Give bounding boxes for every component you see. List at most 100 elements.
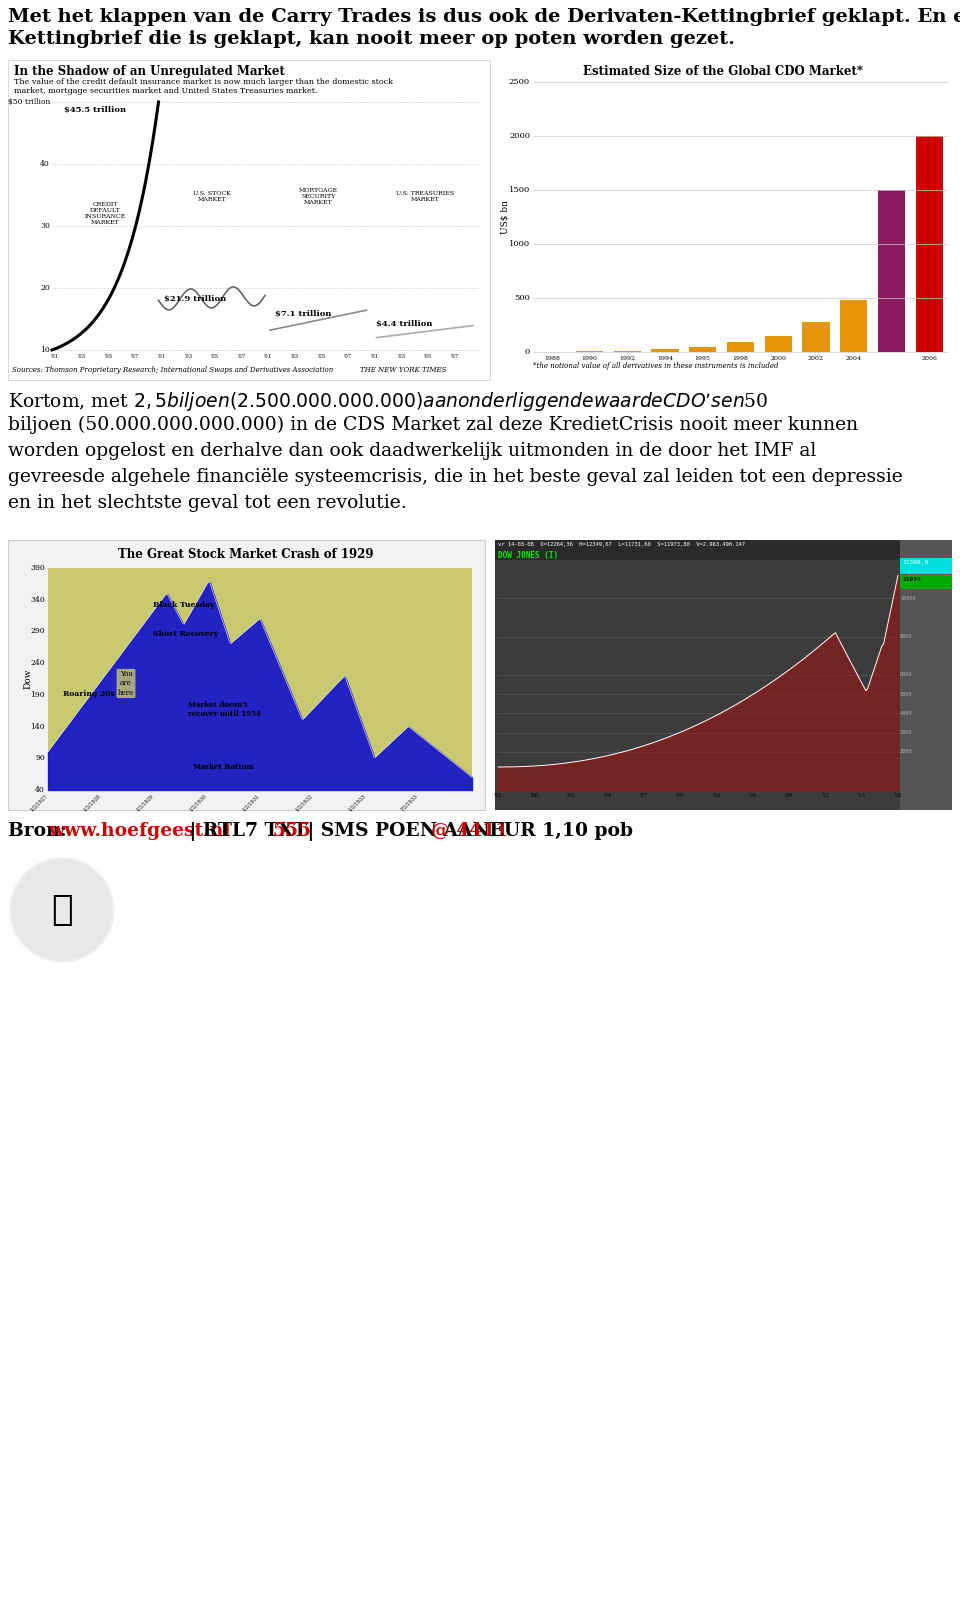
- Text: Estimated Size of the Global CDO Market*: Estimated Size of the Global CDO Market*: [583, 66, 863, 78]
- Text: US$ bn: US$ bn: [500, 200, 510, 234]
- Text: '05: '05: [423, 354, 432, 359]
- Text: '05: '05: [317, 354, 325, 359]
- Text: $4.4 trillion: $4.4 trillion: [376, 320, 433, 328]
- Text: $50 trillion: $50 trillion: [8, 98, 50, 106]
- Text: Bron:: Bron:: [8, 822, 73, 839]
- Text: Kettingbrief die is geklapt, kan nooit meer op poten worden gezet.: Kettingbrief die is geklapt, kan nooit m…: [8, 30, 735, 48]
- Text: @ 4411: @ 4411: [431, 822, 509, 839]
- Text: '01: '01: [371, 354, 378, 359]
- Text: 4000: 4000: [900, 711, 913, 716]
- Bar: [8, 59, 490, 380]
- Text: 1992: 1992: [619, 356, 636, 360]
- Bar: [803, 322, 829, 352]
- Text: 2500: 2500: [509, 78, 530, 87]
- Text: 1500: 1500: [509, 186, 530, 194]
- Text: '03: '03: [397, 354, 405, 359]
- Text: '01: '01: [157, 354, 165, 359]
- Text: '03: '03: [78, 354, 85, 359]
- Text: $21.9 trillion: $21.9 trillion: [163, 295, 226, 303]
- Text: gevreesde algehele financiële systeemcrisis, die in het beste geval zal leiden t: gevreesde algehele financiële systeemcri…: [8, 468, 902, 485]
- Text: 1000: 1000: [509, 240, 530, 248]
- Text: 10: 10: [40, 346, 50, 354]
- Text: Dow: Dow: [23, 668, 33, 689]
- Bar: [8, 540, 485, 811]
- Circle shape: [12, 860, 112, 960]
- Text: 🐸: 🐸: [51, 892, 73, 928]
- Text: 6000: 6000: [900, 673, 913, 678]
- Text: 2002: 2002: [808, 356, 824, 360]
- Text: en in het slechtste geval tot een revolutie.: en in het slechtste geval tot een revolu…: [8, 493, 407, 513]
- Text: '00: '00: [676, 793, 684, 798]
- Text: 2006: 2006: [922, 356, 937, 360]
- Bar: [495, 59, 952, 380]
- Bar: [495, 540, 952, 811]
- Text: '01: '01: [51, 354, 60, 359]
- Text: '07: '07: [344, 354, 352, 359]
- Text: 5000: 5000: [900, 692, 913, 697]
- Text: $7.1 trillion: $7.1 trillion: [275, 311, 331, 319]
- Text: biljoen (50.000.000.000.000) in de CDS Market zal deze KredietCrisis nooit meer : biljoen (50.000.000.000.000) in de CDS M…: [8, 417, 858, 434]
- Text: CREDIT
DEFAULT
INSURANCE
MARKET: CREDIT DEFAULT INSURANCE MARKET: [84, 202, 126, 224]
- Text: Kortom, met $2,5 biljoen (2.500.000.000.000) aan onderliggende waarde CDO’s en $: Kortom, met $2,5 biljoen (2.500.000.000.…: [8, 389, 769, 413]
- Text: 1/2/1932: 1/2/1932: [294, 793, 313, 812]
- Text: '01: '01: [264, 354, 272, 359]
- Text: worden opgelost en derhalve dan ook daadwerkelijk uitmonden in de door het IMF a: worden opgelost en derhalve dan ook daad…: [8, 442, 816, 460]
- Text: In the Shadow of an Unregulated Market: In the Shadow of an Unregulated Market: [14, 66, 285, 78]
- Text: Black Tuesday: Black Tuesday: [153, 601, 214, 609]
- Circle shape: [10, 859, 114, 961]
- Text: 20: 20: [40, 284, 50, 292]
- Text: 11366,0: 11366,0: [902, 561, 928, 566]
- Bar: [727, 343, 755, 352]
- Text: '03: '03: [712, 793, 720, 798]
- Text: 1/2/1933: 1/2/1933: [347, 793, 366, 812]
- Text: U.S. TREASURIES
MARKET: U.S. TREASURIES MARKET: [396, 191, 454, 202]
- Text: THE NEW YORK TIMES: THE NEW YORK TIMES: [360, 365, 446, 373]
- Text: EUR 1,10 pob: EUR 1,10 pob: [483, 822, 633, 839]
- Text: The Great Stock Market Crash of 1929: The Great Stock Market Crash of 1929: [118, 548, 373, 561]
- Text: 1/2/1929: 1/2/1929: [135, 793, 154, 812]
- Text: The value of the credit default insurance market is now much larger than the dom: The value of the credit default insuranc…: [14, 78, 393, 87]
- Text: '05: '05: [210, 354, 219, 359]
- Text: *the notional value of all derivatives in these instruments is included: *the notional value of all derivatives i…: [533, 362, 779, 370]
- Bar: [652, 349, 679, 352]
- Text: '97: '97: [639, 793, 647, 798]
- Text: Market doesn't
recover until 1954: Market doesn't recover until 1954: [188, 702, 261, 718]
- Text: 11974: 11974: [902, 577, 921, 582]
- Text: '03: '03: [291, 354, 299, 359]
- Text: '07: '07: [237, 354, 246, 359]
- Text: 140: 140: [31, 723, 45, 731]
- Text: 1/2/1931: 1/2/1931: [241, 793, 260, 812]
- Text: '03: '03: [184, 354, 192, 359]
- Text: | SMS POEN AAN: | SMS POEN AAN: [301, 822, 496, 841]
- Text: 1998: 1998: [732, 356, 749, 360]
- Text: Market Bottom: Market Bottom: [193, 764, 253, 771]
- Text: 190: 190: [31, 690, 45, 698]
- Text: 1988: 1988: [544, 356, 560, 360]
- Text: www.hoefgeest.nl: www.hoefgeest.nl: [48, 822, 230, 839]
- Text: 2004: 2004: [846, 356, 862, 360]
- Text: '15: '15: [857, 793, 866, 798]
- Text: DOW JONES (I): DOW JONES (I): [498, 551, 558, 561]
- Text: 500: 500: [515, 295, 530, 303]
- Bar: [48, 569, 472, 790]
- Bar: [900, 557, 952, 574]
- Text: U.S. STOCK
MARKET: U.S. STOCK MARKET: [193, 191, 230, 202]
- Text: '88: '88: [530, 793, 539, 798]
- Text: 40: 40: [36, 787, 45, 795]
- Bar: [689, 348, 716, 352]
- Bar: [900, 575, 952, 590]
- Text: 0: 0: [525, 348, 530, 356]
- Text: 1995: 1995: [695, 356, 710, 360]
- Text: '07: '07: [131, 354, 139, 359]
- Text: 10000: 10000: [900, 596, 916, 601]
- Bar: [877, 191, 905, 352]
- Text: Met het klappen van de Carry Trades is dus ook de Derivaten-Kettingbrief geklapt: Met het klappen van de Carry Trades is d…: [8, 8, 960, 26]
- Bar: [495, 540, 952, 561]
- Text: Short Recovery: Short Recovery: [153, 630, 218, 638]
- Text: 7/2/1933: 7/2/1933: [400, 793, 419, 812]
- Bar: [840, 300, 867, 352]
- Text: | RTL7 TXT: | RTL7 TXT: [183, 822, 314, 841]
- Text: '05: '05: [105, 354, 112, 359]
- Text: 3000: 3000: [900, 731, 913, 735]
- Bar: [765, 336, 792, 352]
